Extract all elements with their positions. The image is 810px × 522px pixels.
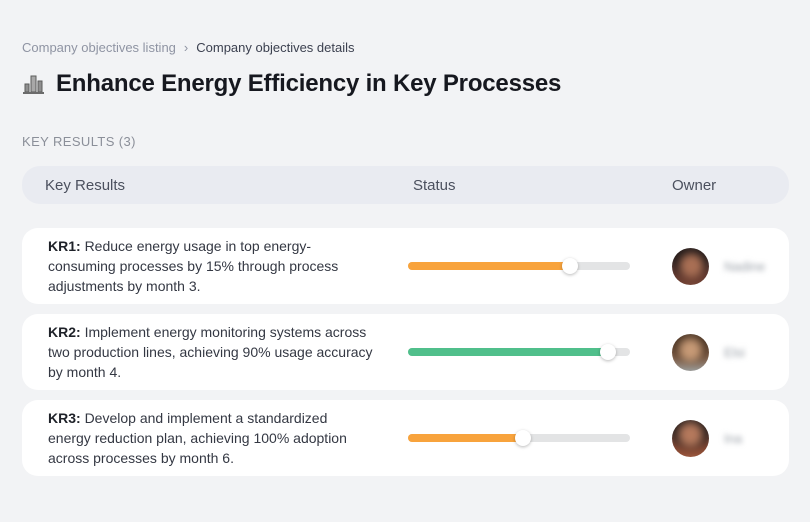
- avatar: [672, 419, 709, 457]
- owner-name: Ina: [724, 430, 743, 446]
- chevron-right-icon: ›: [183, 40, 189, 55]
- key-result-label: KR3:: [48, 410, 85, 426]
- key-result-description: Implement energy monitoring systems acro…: [48, 324, 373, 380]
- owner-name: Nadine: [724, 258, 766, 274]
- progress-fill: [408, 434, 524, 442]
- page: Company objectives listing › Company obj…: [22, 40, 789, 476]
- key-result-row[interactable]: KR3: Develop and implement a standardize…: [22, 400, 789, 476]
- status-cell: [408, 430, 650, 446]
- key-result-text: KR2: Implement energy monitoring systems…: [22, 322, 408, 382]
- key-result-text: KR1: Reduce energy usage in top energy-c…: [22, 236, 408, 296]
- key-results-list: KR1: Reduce energy usage in top energy-c…: [22, 228, 789, 476]
- page-title: Enhance Energy Efficiency in Key Process…: [56, 70, 562, 97]
- key-result-label: KR2:: [48, 324, 85, 340]
- key-result-label: KR1:: [48, 238, 85, 254]
- key-results-count-label: KEY RESULTS (3): [22, 134, 136, 149]
- objective-title-row: Enhance Energy Efficiency in Key Process…: [22, 70, 789, 98]
- owner-cell: Nadine: [650, 247, 789, 285]
- key-result-text: KR3: Develop and implement a standardize…: [22, 408, 408, 468]
- breadcrumb-item-listing[interactable]: Company objectives listing: [22, 40, 176, 55]
- key-result-description: Develop and implement a standardized ene…: [48, 410, 347, 466]
- owner-cell: Ina: [650, 419, 789, 457]
- progress-knob[interactable]: [599, 344, 616, 360]
- progress-slider[interactable]: [408, 344, 630, 360]
- table-header-row: Key Results Status Owner: [22, 166, 789, 204]
- avatar: [672, 333, 709, 371]
- key-result-description: Reduce energy usage in top energy-consum…: [48, 238, 339, 294]
- progress-knob[interactable]: [562, 258, 579, 274]
- progress-slider[interactable]: [408, 258, 630, 274]
- key-result-row[interactable]: KR1: Reduce energy usage in top energy-c…: [22, 228, 789, 304]
- progress-fill: [408, 348, 608, 356]
- status-cell: [408, 344, 650, 360]
- avatar: [672, 247, 709, 285]
- status-cell: [408, 258, 650, 274]
- progress-slider[interactable]: [408, 430, 630, 446]
- key-result-row[interactable]: KR2: Implement energy monitoring systems…: [22, 314, 789, 390]
- column-header-key-results: Key Results: [45, 176, 126, 194]
- breadcrumb-item-details: Company objectives details: [196, 40, 355, 55]
- owner-cell: Elsi: [650, 333, 789, 371]
- progress-knob[interactable]: [515, 430, 532, 446]
- avatar-photo-blurred: [672, 247, 709, 285]
- avatar-photo-blurred: [672, 419, 709, 457]
- city-buildings-icon: [22, 72, 46, 96]
- breadcrumb: Company objectives listing › Company obj…: [22, 40, 789, 55]
- column-header-owner: Owner: [672, 176, 717, 194]
- column-header-status: Status: [413, 176, 456, 194]
- owner-name: Elsi: [724, 344, 745, 360]
- avatar-photo-blurred: [672, 333, 709, 371]
- progress-fill: [408, 262, 571, 270]
